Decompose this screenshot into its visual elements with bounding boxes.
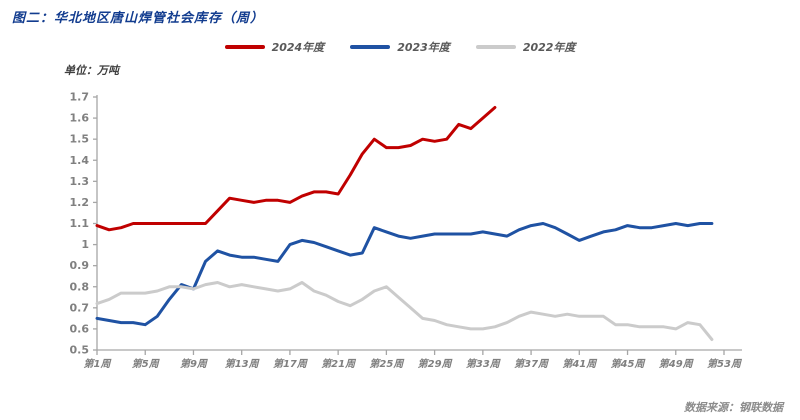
x-tick-label: 第45周 bbox=[611, 358, 647, 370]
y-tick-label: 1.3 bbox=[70, 175, 90, 188]
y-tick-label: 1.6 bbox=[70, 112, 90, 125]
data-source-label: 数据来源：钢联数据 bbox=[684, 401, 783, 414]
legend-item-2022: 2022年度 bbox=[475, 39, 576, 55]
x-tick-label: 第1周 bbox=[84, 358, 113, 370]
y-tick-label: 1.5 bbox=[70, 133, 90, 146]
x-tick-label: 第9周 bbox=[180, 358, 209, 370]
y-tick-label: 0.9 bbox=[70, 259, 90, 272]
series-line-2024 bbox=[95, 106, 497, 232]
unit-label: 单位：万吨 bbox=[64, 64, 119, 77]
legend-line-swatch bbox=[475, 45, 516, 49]
legend-line-swatch bbox=[224, 45, 265, 49]
legend-line-swatch bbox=[350, 45, 391, 49]
y-tick-label: 0.6 bbox=[70, 322, 90, 335]
x-tick-label: 第25周 bbox=[369, 358, 405, 370]
chart-title: 图二：华北地区唐山焊管社会库存（周） bbox=[12, 11, 265, 26]
x-tick-label: 第5周 bbox=[132, 358, 161, 370]
y-tick-label: 0.7 bbox=[70, 301, 90, 314]
x-tick-label: 第37周 bbox=[514, 358, 550, 370]
series-line-2023 bbox=[95, 222, 714, 327]
x-tick-label: 第17周 bbox=[273, 358, 309, 370]
x-tick-label: 第33周 bbox=[466, 358, 502, 370]
chart-legend: 2024年度 2023年度 2022年度 bbox=[0, 39, 800, 55]
y-tick-label: 1.7 bbox=[70, 91, 90, 104]
y-tick-label: 1.4 bbox=[70, 154, 90, 167]
legend-label: 2023年度 bbox=[397, 41, 450, 54]
series-line-2022 bbox=[95, 281, 714, 341]
x-tick-label: 第53周 bbox=[707, 358, 743, 370]
y-tick-label: 1.1 bbox=[70, 217, 90, 230]
x-tick-label: 第29周 bbox=[418, 358, 454, 370]
y-tick-label: 0.8 bbox=[70, 280, 90, 293]
x-tick-label: 第49周 bbox=[659, 358, 695, 370]
x-tick-label: 第13周 bbox=[225, 358, 261, 370]
x-tick-label: 第41周 bbox=[562, 358, 598, 370]
legend-label: 2022年度 bbox=[522, 41, 576, 54]
legend-item-2023: 2023年度 bbox=[350, 39, 450, 55]
x-tick-label: 第21周 bbox=[321, 358, 357, 370]
legend-item-2024: 2024年度 bbox=[224, 39, 325, 55]
legend-label: 2024年度 bbox=[271, 41, 325, 54]
y-tick-label: 1 bbox=[81, 238, 89, 251]
y-tick-label: 1.2 bbox=[70, 196, 90, 209]
y-tick-label: 0.5 bbox=[70, 344, 90, 357]
